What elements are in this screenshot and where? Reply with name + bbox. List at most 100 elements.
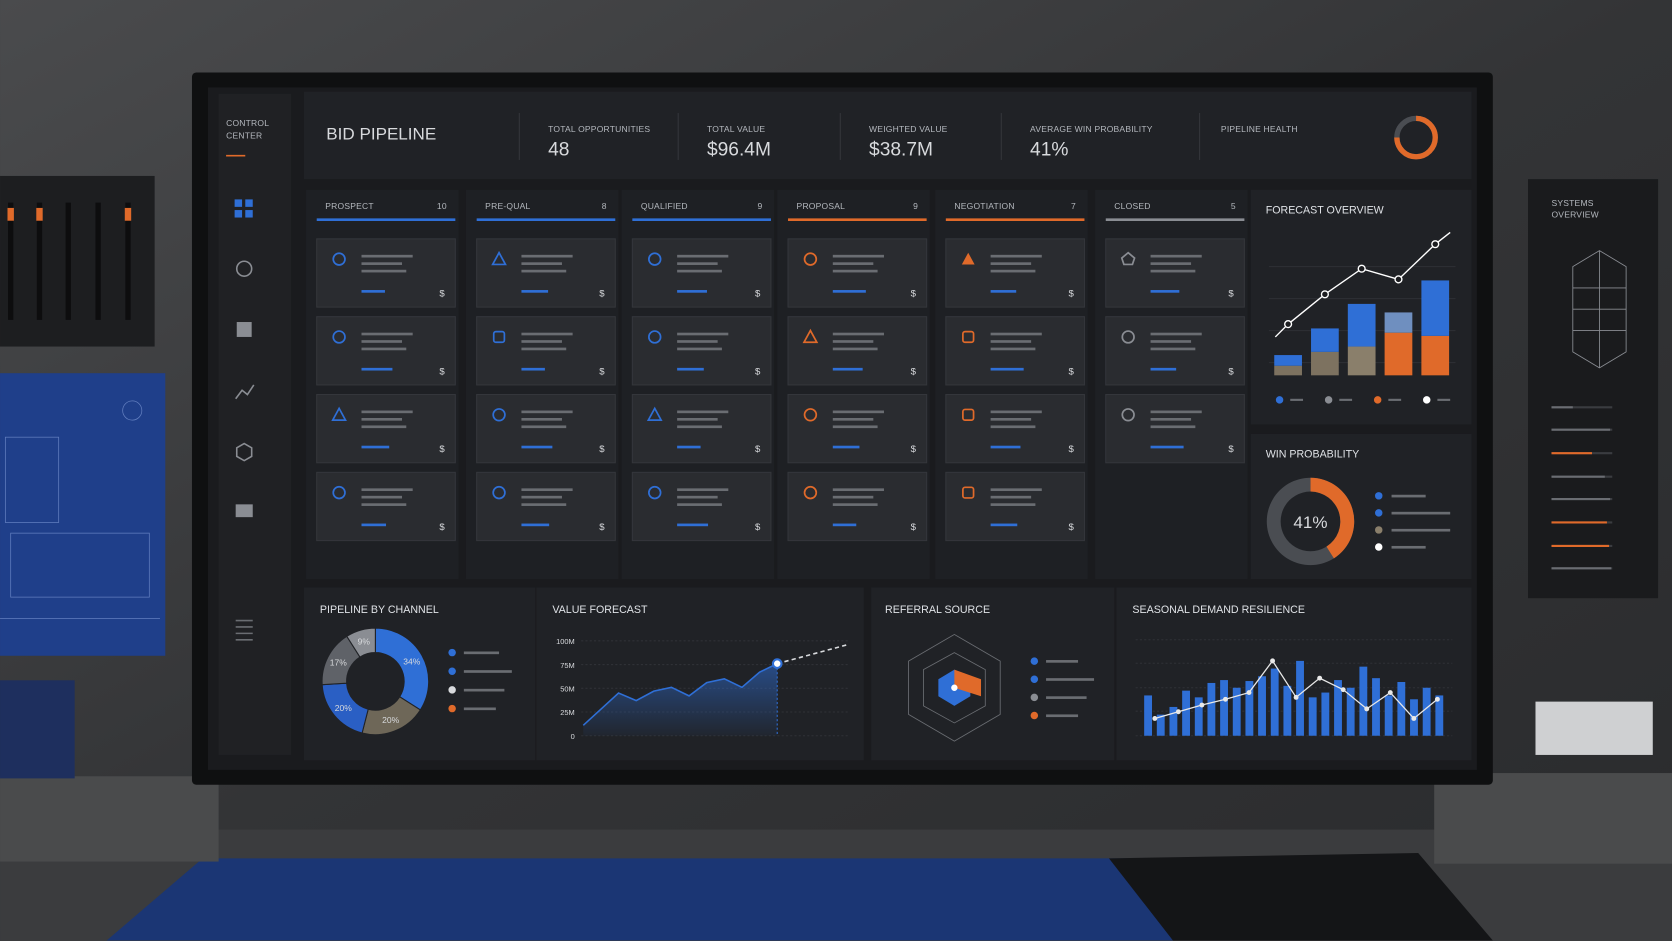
card-progress (1150, 367, 1177, 371)
bar (1182, 690, 1190, 736)
card[interactable]: $ (787, 316, 928, 386)
card-progress (1150, 290, 1180, 293)
card-symbol: $ (911, 444, 917, 455)
card[interactable]: $ (945, 471, 1085, 542)
nav-reports[interactable] (235, 504, 253, 518)
slider-knobs (7, 207, 132, 221)
card-bg (787, 238, 928, 308)
card-line (1150, 425, 1196, 429)
card[interactable]: $ (631, 471, 772, 542)
legend-line (463, 688, 505, 692)
card-line (990, 347, 1036, 351)
card-line (990, 488, 1042, 492)
card-line (832, 425, 878, 429)
bar (1274, 365, 1302, 376)
card-line (990, 269, 1036, 273)
card[interactable]: $ (945, 238, 1085, 308)
card-progress (832, 523, 857, 527)
legend-dot (1324, 396, 1333, 404)
nav-analytics[interactable] (235, 384, 255, 400)
card[interactable]: $ (316, 238, 456, 308)
card-line (677, 254, 729, 258)
card-line (832, 332, 884, 336)
card-progress (990, 445, 1021, 449)
card-line (521, 340, 562, 343)
card[interactable]: $ (476, 316, 616, 386)
blueprint-mat (106, 858, 1184, 941)
card-line (677, 495, 718, 499)
binders (0, 680, 75, 779)
card[interactable]: $ (476, 393, 616, 464)
column-name: QUALIFIED (641, 201, 688, 211)
bar (1258, 676, 1266, 736)
column-name: CLOSED (1114, 201, 1150, 211)
card[interactable]: $ (316, 316, 456, 386)
card[interactable]: $ (1105, 316, 1245, 386)
bar (1321, 692, 1330, 736)
card-symbol: $ (599, 522, 605, 533)
card[interactable]: $ (476, 238, 616, 308)
legend-line (1391, 511, 1451, 515)
card-symbol: $ (1068, 444, 1074, 455)
card[interactable]: $ (787, 238, 928, 308)
legend-dot (1375, 492, 1383, 500)
card-progress (990, 367, 1024, 371)
card-line (832, 254, 884, 258)
card[interactable]: $ (631, 238, 772, 308)
card-progress (361, 445, 390, 449)
card-progress (832, 367, 863, 371)
card-progress (361, 523, 387, 527)
card-line (832, 417, 874, 421)
card-line (361, 495, 403, 499)
nav-target[interactable] (235, 260, 253, 277)
card-symbol: $ (439, 444, 445, 455)
card[interactable]: $ (1105, 393, 1245, 464)
card[interactable]: $ (631, 316, 772, 386)
card[interactable]: $ (476, 471, 616, 542)
panel (871, 587, 1115, 761)
bar (1144, 695, 1153, 736)
card-line (1150, 410, 1202, 414)
card-icon (648, 330, 662, 344)
point (1357, 264, 1366, 273)
card-symbol: $ (755, 366, 761, 377)
card-progress (990, 290, 1017, 293)
y-tick-label: 25M (560, 708, 575, 717)
card-line (1150, 347, 1196, 351)
legend-line (463, 707, 496, 711)
card-symbol: $ (439, 522, 445, 533)
card-symbol: $ (439, 366, 445, 377)
card-icon (492, 485, 506, 500)
column-name: PROSPECT (325, 201, 374, 211)
card-bg (476, 393, 616, 464)
card-bg (316, 316, 456, 386)
legend-dot (448, 648, 456, 657)
point (1270, 658, 1276, 664)
nav-dashboard[interactable] (234, 199, 253, 218)
card[interactable]: $ (787, 393, 928, 464)
point (1434, 696, 1440, 702)
card[interactable]: $ (787, 471, 928, 542)
nav-documents[interactable] (236, 322, 252, 337)
point (1293, 694, 1299, 700)
card[interactable]: $ (945, 393, 1085, 464)
card-progress (677, 523, 709, 527)
card-line (677, 425, 722, 429)
nav-menu[interactable] (235, 619, 253, 641)
card[interactable]: $ (316, 393, 456, 464)
column-count: 10 (437, 201, 447, 211)
legend-line (463, 651, 500, 655)
card[interactable]: $ (1105, 238, 1245, 308)
column-count: 7 (1071, 201, 1076, 211)
card[interactable]: $ (945, 316, 1085, 386)
card[interactable]: $ (631, 393, 772, 464)
nav-settings[interactable] (235, 442, 253, 462)
card-line (521, 417, 562, 421)
bar (1194, 697, 1203, 736)
kpi-value: 48 (548, 140, 569, 161)
card-line (677, 503, 722, 506)
card[interactable]: $ (316, 471, 456, 542)
card-line (361, 425, 407, 429)
legend-dot (1375, 526, 1383, 534)
